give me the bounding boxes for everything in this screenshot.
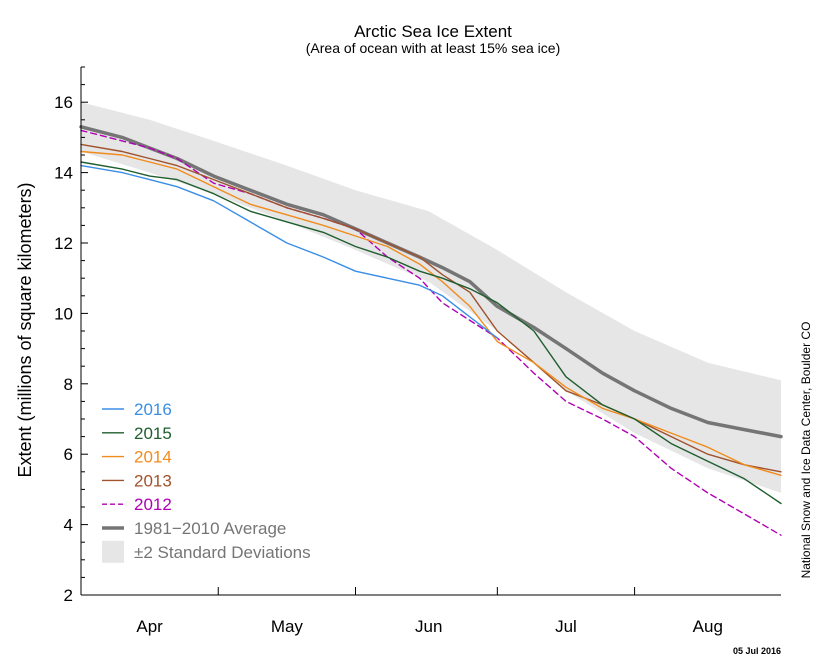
legend-label-2012: 2012: [134, 495, 172, 514]
y-tick-label: 12: [54, 234, 73, 253]
series-line-2013: [80, 143, 782, 473]
series-line-2015: [80, 161, 782, 505]
axes: 2 4 6 8 10 12 14 16 Apr May Jun Jul Aug: [54, 66, 781, 636]
series-layer: [79, 125, 783, 536]
credit-text: National Snow and Ice Data Center, Bould…: [799, 322, 813, 579]
series-line-2016: [80, 164, 498, 339]
y-tick-label: 2: [64, 586, 73, 605]
legend-label-2015: 2015: [134, 424, 172, 443]
chart-subtitle: (Area of ocean with at least 15% sea ice…: [306, 40, 560, 56]
legend-swatch-2-standard-deviations: [102, 540, 124, 563]
y-tick-label: 14: [54, 164, 73, 183]
x-tick-label-jul: Jul: [555, 617, 577, 636]
date-stamp: 05 Jul 2016: [733, 646, 781, 656]
legend-label-2014: 2014: [134, 448, 172, 467]
legend-label-2-standard-deviations: ±2 Standard Deviations: [134, 543, 311, 562]
y-axis-label: Extent (millions of square kilometers): [15, 182, 35, 477]
y-tick-label: 8: [64, 375, 73, 394]
x-tick-label-aug: Aug: [693, 617, 723, 636]
x-tick-label-may: May: [271, 617, 304, 636]
x-tick-label-apr: Apr: [136, 617, 163, 636]
series-line-2014: [80, 150, 782, 476]
legend-label-2013: 2013: [134, 471, 172, 490]
y-tick-label: 4: [64, 516, 73, 535]
legend: 2016 2015 2014 2013 2012 1981−2010 Average ±2 …: [102, 400, 311, 563]
chart-title: Arctic Sea Ice Extent: [354, 22, 512, 41]
legend-label-2016: 2016: [134, 400, 172, 419]
y-tick-label: 6: [64, 445, 73, 464]
std-band-layer: [81, 102, 781, 493]
x-tick-label-jun: Jun: [415, 617, 442, 636]
series-line-2012: [80, 129, 782, 536]
y-tick-label: 16: [54, 93, 73, 112]
series-line-1981-2010-average: [79, 125, 783, 439]
y-tick-label: 10: [54, 304, 73, 323]
std-band-area: [81, 102, 781, 493]
legend-label-1981-2010-average: 1981−2010 Average: [134, 519, 286, 538]
